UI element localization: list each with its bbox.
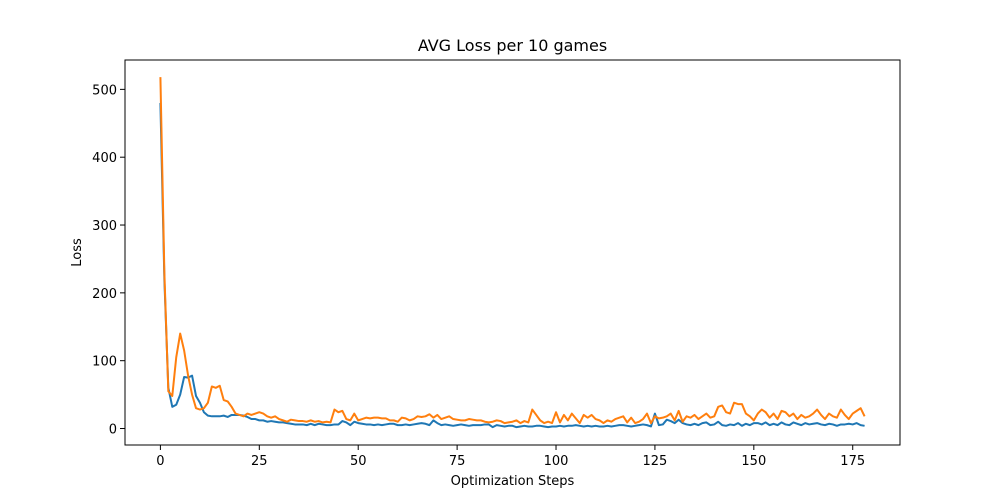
chart-title: AVG Loss per 10 games	[418, 36, 607, 55]
y-tick-label: 0	[109, 423, 117, 438]
x-tick-label: 150	[741, 454, 766, 469]
x-tick-label: 25	[251, 454, 268, 469]
x-tick-label: 100	[544, 454, 569, 469]
plot-frame	[124, 59, 901, 446]
series-line-2	[159, 77, 866, 425]
x-tick-label: 125	[643, 454, 668, 469]
y-axis-ticks: 0 100 200 300 400 500	[92, 83, 125, 438]
y-tick-label: 300	[92, 219, 117, 234]
y-tick-label: 200	[92, 287, 117, 302]
series-line-1	[159, 102, 865, 429]
y-axis-label: Loss	[70, 238, 85, 267]
x-tick-label: 50	[350, 454, 367, 469]
x-axis-ticks: 0 25 50 75 100 125 150 175	[156, 445, 865, 469]
x-tick-label: 75	[449, 454, 466, 469]
series-layer	[159, 77, 866, 429]
y-tick-label: 100	[92, 355, 117, 370]
x-axis-label: Optimization Steps	[451, 474, 575, 489]
y-tick-label: 500	[92, 83, 117, 98]
x-tick-label: 175	[840, 454, 865, 469]
y-tick-label: 400	[92, 151, 117, 166]
x-tick-label: 0	[156, 454, 164, 469]
